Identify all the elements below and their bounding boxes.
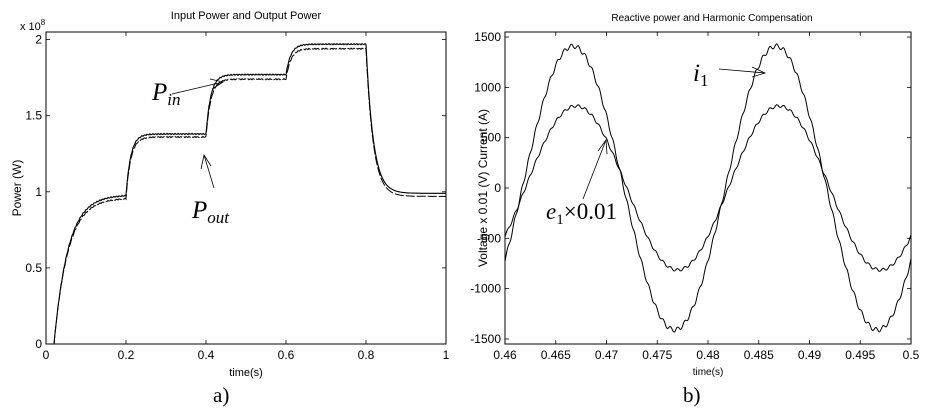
annotation-pin: Pin (151, 79, 181, 109)
chart-a-xtick-label: 0.8 (358, 348, 375, 362)
chart-b-xtick-label: 0.47 (595, 348, 619, 362)
chart-a-ytick-label: 0.5 (25, 261, 42, 275)
chart-a-ytick-label: 0 (35, 337, 42, 351)
annotation-e1-arrowhead (597, 138, 608, 155)
annotation-pout-arrowhead (200, 153, 212, 170)
annotation-e1: e1×0.01 (546, 199, 617, 228)
chart-a-xtick-label: 1 (443, 348, 450, 362)
series-line-pin (53, 42, 446, 345)
panel-label-a: a) (213, 383, 230, 407)
chart-b-xtick-label: 0.465 (541, 348, 571, 362)
chart-b-xtick-label: 0.5 (903, 348, 920, 362)
chart-a-ytick-label: 1.5 (25, 109, 42, 123)
chart-a-xtick-label: 0 (43, 348, 50, 362)
series-line-i1 (504, 43, 912, 333)
chart-b-xtick-label: 0.46 (493, 348, 517, 362)
annotation-pin-arrowhead (209, 78, 225, 90)
chart-b-ylabel: Voltage x 0.01 (V) Current (A) (476, 109, 490, 267)
chart-a-exponent: x 108 (20, 18, 46, 33)
chart-b-xtick-label: 0.49 (798, 348, 822, 362)
chart-a-xtick-label: 0.2 (118, 348, 135, 362)
chart-a-xtick-label: 0.4 (198, 348, 215, 362)
chart-reactive-power: Reactive power and Harmonic Compensation… (470, 13, 919, 378)
chart-b-xtick-label: 0.495 (845, 348, 875, 362)
chart-a-plot-area (45, 31, 447, 345)
chart-b-xtick-label: 0.475 (642, 348, 672, 362)
chart-b-xtick-label: 0.485 (744, 348, 774, 362)
annotation-i1-arrowhead (751, 66, 767, 78)
annotation-pin-arrow (171, 81, 224, 95)
chart-b-ytick-label: 0 (494, 181, 501, 195)
annotation-pout: Pout (191, 197, 230, 227)
chart-b-ytick-label: -1000 (470, 282, 501, 296)
chart-a-ytick-label: 2 (35, 33, 42, 47)
annotation-i1-arrow (718, 68, 766, 74)
panel-label-b: b) (683, 383, 701, 407)
series-line-e1x001 (504, 104, 912, 272)
chart-b-ytick-label: 1500 (474, 30, 501, 44)
chart-a-xlabel: time(s) (229, 367, 263, 379)
annotation-pout-arrow (203, 154, 215, 189)
chart-a-title: Input Power and Output Power (171, 10, 322, 22)
chart-b-ytick-label: 500 (481, 131, 501, 145)
annotation-i1: i1 (693, 60, 708, 90)
chart-a-ytick-label: 1 (35, 185, 42, 199)
chart-a-xtick-label: 0.6 (278, 348, 295, 362)
series-line-pout (53, 47, 446, 345)
chart-input-output-power: Input Power and Output Power x 108 0 0.2 0… (10, 10, 450, 379)
annotation-e1-arrow (582, 139, 607, 200)
chart-b-ytick-label: -500 (477, 231, 501, 245)
chart-b-xtick-label: 0.48 (696, 348, 720, 362)
chart-a-ylabel: Power (W) (10, 160, 24, 217)
chart-b-xlabel: time(s) (693, 367, 724, 378)
chart-b-ytick-label: -1500 (470, 332, 501, 346)
chart-b-title: Reactive power and Harmonic Compensation (611, 13, 812, 24)
chart-b-ytick-label: 1000 (474, 80, 501, 94)
